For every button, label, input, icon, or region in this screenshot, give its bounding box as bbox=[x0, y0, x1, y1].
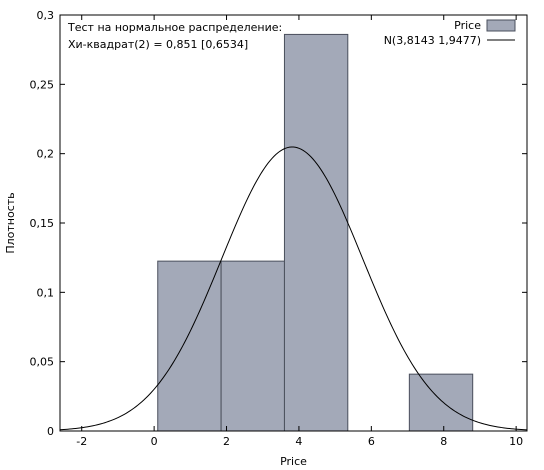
x-axis: -2 0 2 4 6 8 10 bbox=[76, 15, 523, 448]
histogram-bar-1 bbox=[157, 260, 222, 432]
y-tick-label: 0,2 bbox=[37, 148, 55, 161]
histogram-bars bbox=[157, 33, 474, 432]
x-tick-label: 8 bbox=[440, 435, 447, 448]
normal-curve bbox=[59, 146, 528, 431]
y-tick-label: 0,05 bbox=[30, 356, 55, 369]
histogram-bar-2 bbox=[220, 260, 285, 432]
y-axis-title: Плотность bbox=[4, 192, 17, 253]
y-tick-label: 0 bbox=[47, 425, 54, 438]
y-tick-label: 0,3 bbox=[37, 9, 55, 22]
legend-label-normal-curve: N(3,8143 1,9477) bbox=[384, 34, 481, 47]
x-tick-label: 10 bbox=[509, 435, 523, 448]
chi-square-result: Хи-квадрат(2) = 0,851 [0,6534] bbox=[68, 38, 248, 51]
x-axis-title: Price bbox=[280, 455, 307, 468]
y-axis: 0 0,05 0,1 0,15 0,2 0,25 0,3 bbox=[30, 9, 527, 438]
x-tick-label: 2 bbox=[223, 435, 230, 448]
legend-swatch-price bbox=[486, 19, 516, 32]
y-tick-label: 0,15 bbox=[30, 217, 55, 230]
normality-test-title: Тест на нормальное распределение: bbox=[67, 21, 282, 34]
x-tick-label: 0 bbox=[151, 435, 158, 448]
legend-label-price: Price bbox=[454, 19, 481, 32]
x-tick-label: -2 bbox=[76, 435, 87, 448]
histogram-bar-4 bbox=[408, 373, 474, 432]
y-tick-label: 0,1 bbox=[37, 286, 55, 299]
x-tick-label: 4 bbox=[295, 435, 302, 448]
histogram-bar-3 bbox=[283, 33, 349, 432]
y-tick-label: 0,25 bbox=[30, 78, 55, 91]
x-tick-label: 6 bbox=[368, 435, 375, 448]
legend: Price N(3,8143 1,9477) bbox=[384, 19, 516, 47]
